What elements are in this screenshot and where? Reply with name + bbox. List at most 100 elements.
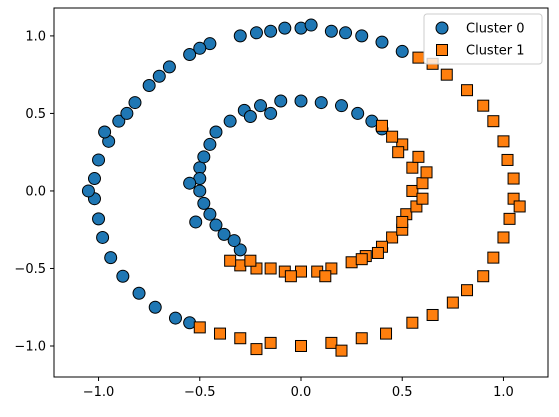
cluster-1-point xyxy=(412,150,425,163)
cluster-0-point xyxy=(116,269,130,283)
cluster-0-point xyxy=(355,29,369,43)
cluster-1-point xyxy=(345,256,358,269)
cluster-1-point xyxy=(224,254,237,267)
cluster-0-point xyxy=(203,137,217,151)
cluster-1-point xyxy=(214,327,227,340)
cluster-1-point xyxy=(497,231,510,244)
cluster-0-point xyxy=(98,125,112,139)
cluster-1-point xyxy=(497,135,510,148)
cluster-0-point xyxy=(209,125,223,139)
cluster-0-point xyxy=(189,215,203,229)
x-tick-label: −0.5 xyxy=(184,385,216,400)
cluster-0-point xyxy=(278,21,292,35)
cluster-1-point xyxy=(319,270,332,283)
cluster-0-point xyxy=(162,60,176,74)
x-axis: −1.0 −0.5 0.0 0.5 1.0 xyxy=(83,377,514,400)
cluster-1-point xyxy=(410,200,423,213)
cluster-1-point xyxy=(264,336,277,349)
cluster-1-point xyxy=(487,115,500,128)
cluster-0-point xyxy=(193,184,207,198)
cluster-1-point xyxy=(380,327,393,340)
cluster-0-point xyxy=(142,79,156,93)
cluster-1-point xyxy=(250,262,263,275)
cluster-1-point xyxy=(461,84,474,97)
cluster-1-point xyxy=(461,284,474,297)
cluster-1-point xyxy=(392,146,405,159)
cluster-0-point xyxy=(132,286,146,300)
cluster-0-point xyxy=(274,94,288,108)
cluster-1-point xyxy=(477,99,490,112)
cluster-0-point xyxy=(120,106,134,120)
cluster-1-point xyxy=(250,343,263,356)
cluster-0-point xyxy=(193,41,207,55)
points-layer xyxy=(81,18,526,357)
legend-marker xyxy=(435,21,449,35)
cluster-0-point xyxy=(351,106,365,120)
y-tick-label: 1.0 xyxy=(25,29,46,44)
cluster-1-point xyxy=(477,270,490,283)
legend-box xyxy=(423,13,543,65)
cluster-0-point xyxy=(81,184,95,198)
cluster-1-point xyxy=(355,253,368,266)
legend-marker xyxy=(436,44,448,56)
cluster-1-point xyxy=(406,161,419,174)
cluster-1-point xyxy=(284,270,297,283)
cluster-0-point xyxy=(243,110,257,124)
cluster-1-point xyxy=(325,262,338,275)
cluster-0-point xyxy=(223,114,237,128)
cluster-0-point xyxy=(152,69,166,83)
cluster-0-point xyxy=(128,96,142,110)
cluster-0-point xyxy=(203,207,217,221)
cluster-0-point xyxy=(87,172,101,186)
cluster-1-point xyxy=(325,336,338,349)
cluster-1-point xyxy=(513,200,526,213)
cluster-0-point xyxy=(264,24,278,38)
cluster-0-point xyxy=(104,251,118,265)
cluster-1-point xyxy=(295,265,307,278)
cluster-0-point xyxy=(233,29,247,43)
cluster-1-point xyxy=(386,130,399,143)
cluster-0-point xyxy=(294,94,308,108)
cluster-1-point xyxy=(193,321,206,334)
x-tick-label: 0.0 xyxy=(291,385,312,400)
cluster-1-point xyxy=(406,316,419,329)
cluster-1-point xyxy=(244,254,257,267)
cluster-0-point xyxy=(197,150,211,164)
cluster-1-point xyxy=(440,68,453,81)
cluster-1-point xyxy=(503,212,516,225)
cluster-1-point xyxy=(487,251,500,264)
cluster-1-point xyxy=(335,344,348,357)
cluster-1-point xyxy=(234,259,247,272)
cluster-0-point xyxy=(249,26,263,40)
cluster-0-point xyxy=(334,99,348,113)
cluster-0-point xyxy=(148,300,162,314)
cluster-0-point xyxy=(304,18,318,32)
cluster-0-point xyxy=(183,176,197,190)
x-tick-label: −1.0 xyxy=(83,385,115,400)
cluster-0-point xyxy=(217,227,231,241)
cluster-0-point xyxy=(92,212,106,226)
cluster-1-point xyxy=(501,153,514,166)
cluster-1-point xyxy=(234,332,247,345)
cluster-0-point xyxy=(209,218,223,232)
cluster-1-point xyxy=(412,51,425,64)
y-tick-label: −0.5 xyxy=(14,262,46,277)
cluster-0-point xyxy=(193,161,207,175)
cluster-1-point xyxy=(507,172,520,185)
cluster-1-point xyxy=(426,308,439,321)
cluster-0-point xyxy=(395,44,409,58)
cluster-0-point xyxy=(314,96,328,110)
cluster-0-point xyxy=(339,26,353,40)
legend-label: Cluster 1 xyxy=(466,44,525,59)
legend: Cluster 0 Cluster 1 xyxy=(423,13,543,65)
cluster-1-point xyxy=(420,166,433,179)
cluster-0-point xyxy=(324,24,338,38)
cluster-1-point xyxy=(416,192,429,205)
cluster-0-point xyxy=(96,230,110,244)
legend-label: Cluster 0 xyxy=(466,22,525,37)
plot-background xyxy=(54,8,548,377)
cluster-0-point xyxy=(197,196,211,210)
cluster-1-point xyxy=(507,192,520,205)
